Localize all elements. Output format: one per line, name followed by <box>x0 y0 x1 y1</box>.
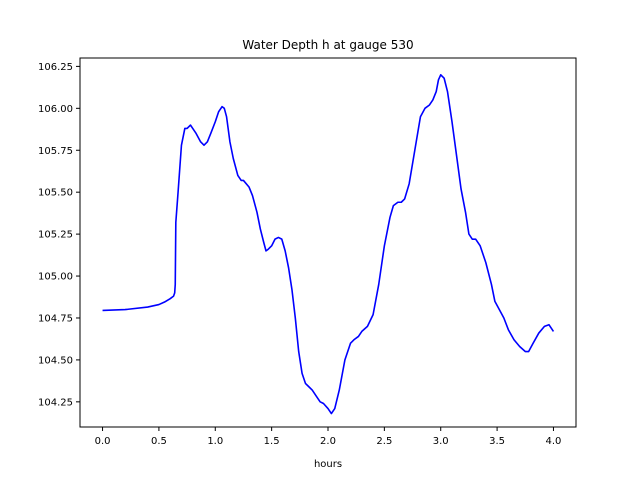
y-tick-label: 104.75 <box>38 313 73 324</box>
x-tick-label: 0.0 <box>95 436 111 447</box>
y-tick-label: 105.75 <box>38 146 73 157</box>
y-tick-label: 106.25 <box>38 62 73 73</box>
x-axis: 0.0 0.5 1.0 1.5 2.0 2.5 3.0 3.5 4.0 <box>95 427 562 447</box>
y-tick-label: 104.50 <box>38 355 73 366</box>
x-tick-label: 4.0 <box>546 436 562 447</box>
x-tick-label: 1.5 <box>264 436 280 447</box>
x-tick-label: 1.0 <box>207 436 223 447</box>
x-axis-label: hours <box>314 459 342 470</box>
series-line-0 <box>102 73 555 415</box>
y-tick-label: 106.00 <box>38 104 73 115</box>
x-tick-label: 2.5 <box>376 436 392 447</box>
y-tick-label: 104.25 <box>38 397 73 408</box>
plot-frame <box>79 57 577 428</box>
x-tick-label: 0.5 <box>151 436 167 447</box>
y-tick-label: 105.00 <box>38 272 73 283</box>
plot-area <box>102 73 555 415</box>
y-tick-label: 105.25 <box>38 230 73 241</box>
y-axis: 104.25 104.50 104.75 105.00 105.25 105.50 105.… <box>38 62 80 408</box>
chart-title: Water Depth h at gauge 530 <box>242 38 413 52</box>
y-tick-label: 105.50 <box>38 188 73 199</box>
x-tick-label: 3.5 <box>489 436 505 447</box>
x-tick-label: 3.0 <box>433 436 449 447</box>
x-tick-label: 2.0 <box>320 436 336 447</box>
